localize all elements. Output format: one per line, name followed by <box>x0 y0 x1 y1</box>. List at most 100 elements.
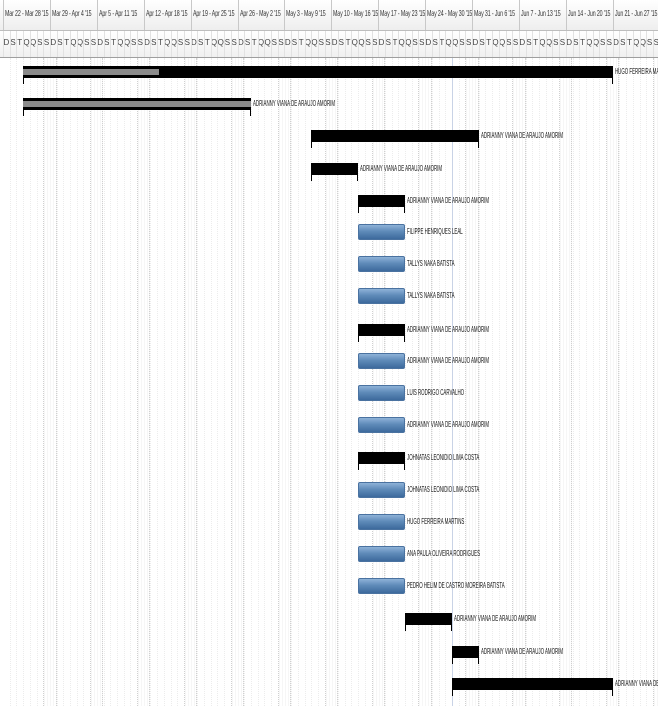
day-separator <box>438 31 440 57</box>
summary-task-bar[interactable] <box>358 323 405 342</box>
day-gridline <box>224 58 226 706</box>
task-bar[interactable] <box>358 224 405 240</box>
day-gridline <box>304 58 306 706</box>
day-separator <box>545 31 547 57</box>
nonworking-time-band <box>277 58 292 706</box>
week-label: Jun 14 - Jun 20 '15 <box>567 8 611 18</box>
task-bar[interactable] <box>358 417 405 434</box>
day-gridline <box>585 58 587 706</box>
week-separator <box>284 0 286 30</box>
day-gridline <box>170 58 172 706</box>
day-separator <box>49 31 51 57</box>
day-label: S <box>365 38 371 47</box>
week-label: May 3 - May 9 '15 <box>286 8 327 18</box>
day-separator <box>76 31 78 57</box>
day-gridline <box>70 58 71 706</box>
task-bar[interactable] <box>358 481 405 498</box>
day-label: Q <box>445 38 452 47</box>
summary-task-bar[interactable] <box>23 98 251 117</box>
day-gridline <box>364 58 366 706</box>
resource-name-label: ADRIANNY VIANA DE ARAUJO AMORIM <box>453 614 536 624</box>
task-bar[interactable] <box>358 513 405 530</box>
summary-task-bar[interactable] <box>23 66 613 84</box>
summary-task-bar[interactable] <box>451 677 613 696</box>
resource-name-label: FILIPPE HENRIQUES LEAL <box>407 227 463 236</box>
day-gridline <box>317 58 319 706</box>
day-label: S <box>620 38 626 47</box>
day-label: Q <box>170 38 177 47</box>
day-label: S <box>553 38 559 47</box>
day-gridline <box>163 58 165 706</box>
day-separator <box>324 31 326 57</box>
day-gridline <box>485 58 487 706</box>
day-separator <box>518 31 520 57</box>
week-label: Apr 12 - Apr 18 '15 <box>145 8 188 18</box>
task-bar[interactable] <box>358 578 405 595</box>
nonworking-time-band <box>43 58 57 706</box>
day-label: T <box>17 38 23 47</box>
day-gridline <box>157 58 159 706</box>
nonworking-time-band <box>324 58 338 706</box>
day-separator <box>331 31 333 57</box>
task-bar[interactable] <box>358 385 405 401</box>
resource-name-label: ADRIANNY VIANA DE ARAUJO AMORIM <box>407 420 490 430</box>
day-label: T <box>64 38 70 47</box>
day-label: S <box>197 38 204 47</box>
task-bar[interactable] <box>358 546 405 562</box>
timescale-weeks: Mar 22 - Mar 28 '15 Mar 29 - Apr 4 '15 Apr… <box>0 0 658 31</box>
day-separator <box>632 31 634 57</box>
day-separator <box>606 31 607 57</box>
summary-task-bar[interactable] <box>451 645 479 664</box>
day-label: Q <box>452 38 459 47</box>
day-label: S <box>653 38 658 47</box>
day-label: Q <box>405 38 412 47</box>
day-separator <box>150 31 152 57</box>
day-separator <box>177 31 179 57</box>
day-gridline <box>291 58 293 706</box>
day-label: D <box>144 38 150 47</box>
day-gridline <box>525 58 527 706</box>
day-gridline <box>210 58 212 706</box>
day-separator <box>183 31 185 57</box>
day-label: S <box>318 38 324 47</box>
resource-name-label: TALLYS NAKA BATISTA <box>407 291 455 301</box>
day-gridline <box>458 58 460 706</box>
day-separator <box>297 31 299 57</box>
day-separator <box>552 31 554 57</box>
task-bar[interactable] <box>358 352 405 369</box>
summary-task-bar[interactable] <box>311 162 359 181</box>
task-bar[interactable] <box>358 288 405 305</box>
summary-task-bar[interactable] <box>358 194 405 213</box>
day-label: Q <box>164 38 171 47</box>
task-bar[interactable] <box>358 256 405 273</box>
day-label: D <box>331 38 338 47</box>
day-gridline <box>338 58 339 706</box>
day-label: Q <box>311 38 318 47</box>
day-separator <box>143 31 145 57</box>
day-separator <box>29 31 31 57</box>
day-label: S <box>151 38 157 47</box>
day-gridline <box>150 58 152 706</box>
week-separator <box>518 0 520 30</box>
day-gridline <box>123 58 125 706</box>
day-separator <box>137 31 138 57</box>
day-label: S <box>606 38 613 47</box>
day-separator <box>277 31 279 57</box>
day-separator <box>512 31 514 57</box>
day-separator <box>405 31 406 57</box>
day-separator <box>565 31 567 57</box>
day-separator <box>498 31 500 57</box>
day-gridline <box>539 58 540 706</box>
summary-task-bar[interactable] <box>405 613 452 632</box>
day-gridline <box>204 58 205 706</box>
summary-task-bar[interactable] <box>311 130 479 149</box>
day-gridline <box>478 58 480 706</box>
summary-task-bar[interactable] <box>358 452 405 471</box>
day-separator <box>311 31 313 57</box>
day-label: Q <box>358 38 365 47</box>
week-label: Mar 29 - Apr 4 '15 <box>51 8 92 18</box>
day-separator <box>244 31 246 57</box>
day-label: S <box>646 38 653 47</box>
day-separator <box>157 31 159 57</box>
